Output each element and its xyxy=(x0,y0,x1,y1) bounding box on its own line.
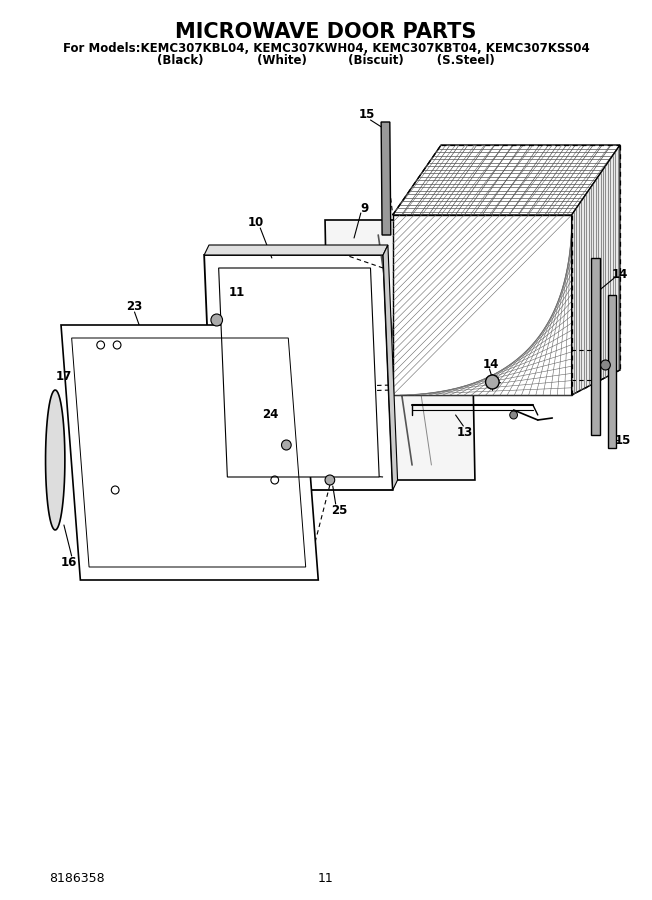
Circle shape xyxy=(510,411,518,419)
Polygon shape xyxy=(46,390,65,530)
Text: 8186358: 8186358 xyxy=(50,871,105,885)
Text: 10: 10 xyxy=(247,215,263,229)
Text: MICROWAVE DOOR PARTS: MICROWAVE DOOR PARTS xyxy=(175,22,477,42)
Text: 15: 15 xyxy=(359,109,375,122)
Text: 13: 13 xyxy=(457,426,473,438)
Text: 14: 14 xyxy=(612,268,628,282)
Polygon shape xyxy=(383,245,398,490)
Text: 24: 24 xyxy=(261,409,278,421)
Text: For Models:KEMC307KBL04, KEMC307KWH04, KEMC307KBT04, KEMC307KSS04: For Models:KEMC307KBL04, KEMC307KWH04, K… xyxy=(63,42,589,55)
Text: 17: 17 xyxy=(56,370,72,382)
Text: (Black)             (White)          (Biscuit)        (S.Steel): (Black) (White) (Biscuit) (S.Steel) xyxy=(157,54,495,67)
Polygon shape xyxy=(572,145,620,395)
Text: 25: 25 xyxy=(331,503,348,517)
Polygon shape xyxy=(204,245,388,255)
Text: 9: 9 xyxy=(361,202,369,214)
Text: 11: 11 xyxy=(229,285,245,299)
Polygon shape xyxy=(204,255,393,490)
Text: 16: 16 xyxy=(61,555,77,569)
Polygon shape xyxy=(591,258,600,435)
Polygon shape xyxy=(393,215,572,395)
Text: 11: 11 xyxy=(318,871,334,885)
Polygon shape xyxy=(218,268,379,477)
Circle shape xyxy=(486,375,499,389)
Polygon shape xyxy=(608,295,616,448)
Polygon shape xyxy=(381,122,391,235)
Polygon shape xyxy=(325,220,475,480)
Circle shape xyxy=(211,314,222,326)
Circle shape xyxy=(325,475,334,485)
Polygon shape xyxy=(61,325,318,580)
Text: 14: 14 xyxy=(483,357,499,371)
Circle shape xyxy=(600,360,610,370)
Circle shape xyxy=(282,440,291,450)
Text: 15: 15 xyxy=(615,434,631,446)
Text: 23: 23 xyxy=(126,300,143,312)
Polygon shape xyxy=(393,145,620,215)
